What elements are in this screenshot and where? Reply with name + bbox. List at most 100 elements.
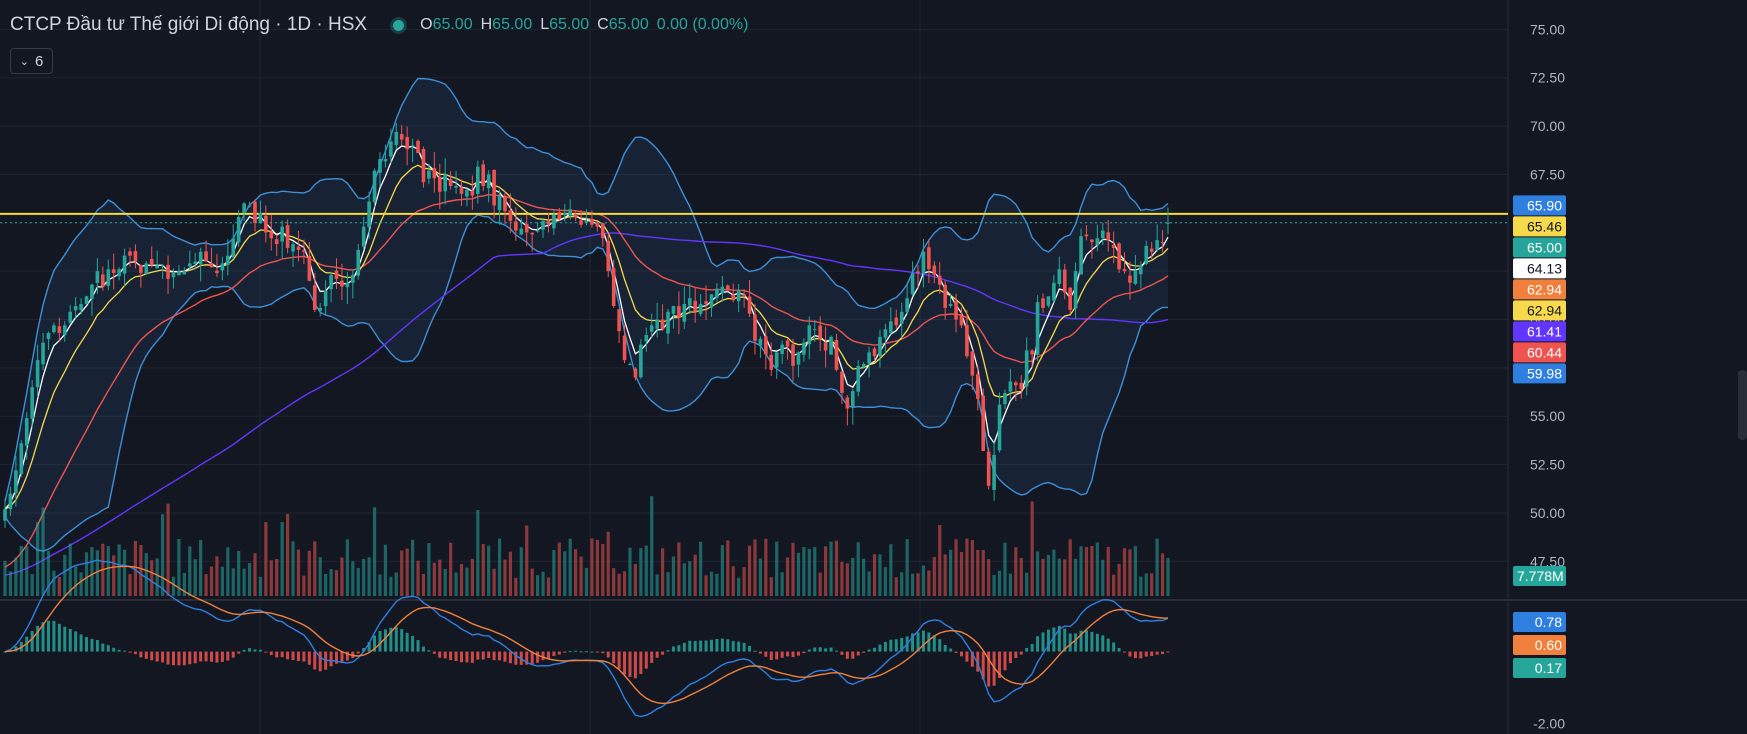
candle — [226, 239, 230, 276]
macd-histogram-bar — [693, 641, 697, 652]
candle — [552, 209, 556, 235]
candle-body — [361, 226, 366, 247]
macd-histogram-bar — [1095, 633, 1099, 652]
macd-label: 0.60 — [1535, 637, 1562, 653]
macd-histogram-bar — [661, 651, 665, 655]
candle — [965, 309, 969, 359]
candle — [486, 170, 491, 203]
volume-bar — [584, 567, 589, 596]
volume-bar — [220, 566, 224, 596]
macd-histogram-bar — [503, 651, 507, 662]
candles — [3, 122, 1170, 528]
candle-body — [514, 221, 518, 231]
candle — [1122, 252, 1127, 274]
candle — [247, 201, 252, 208]
volume-bar — [166, 503, 170, 596]
candle — [356, 244, 361, 280]
candle-body — [296, 246, 301, 250]
volume-bar — [796, 552, 801, 596]
macd-histogram-bar — [199, 651, 203, 662]
volume-bar — [1166, 558, 1170, 596]
candle-body — [193, 261, 198, 264]
candle-body — [736, 290, 741, 302]
macd-histogram-bar — [1030, 644, 1034, 652]
macd-histogram-bar — [117, 649, 121, 652]
macd-histogram-bar — [498, 651, 502, 661]
volume-bar — [644, 545, 648, 596]
candle-body — [655, 319, 659, 329]
macd-histogram-bar — [1019, 651, 1023, 655]
volume-bar — [1084, 547, 1089, 596]
candle-body — [927, 247, 931, 270]
volume-bar — [682, 563, 686, 596]
candle — [182, 267, 187, 275]
volume-bar — [79, 572, 83, 596]
macd-histogram-bar — [345, 651, 349, 661]
volume-bar — [563, 551, 567, 596]
candle-body — [965, 324, 969, 357]
candle-body — [606, 240, 611, 272]
candle — [144, 261, 149, 276]
candle — [791, 338, 795, 382]
candle — [840, 370, 844, 405]
candle-body — [351, 275, 355, 283]
candle-body — [932, 265, 937, 276]
macd-histogram-bar — [144, 651, 148, 659]
macd-histogram-bar — [177, 651, 181, 666]
candle — [1100, 223, 1105, 246]
ohlc-low: L65.00 — [540, 16, 590, 33]
macd-histogram-bar — [965, 651, 969, 662]
volume-bar — [25, 546, 29, 596]
candle — [389, 128, 393, 164]
side-handle[interactable] — [1738, 370, 1747, 440]
macd-histogram-bar — [943, 644, 947, 652]
candle-body — [258, 213, 263, 224]
candle — [573, 210, 578, 222]
candle-body — [883, 329, 888, 338]
price-label-tag — [1513, 258, 1566, 279]
volume-bar — [400, 550, 404, 596]
volume-bar — [601, 544, 605, 596]
macd-histogram-bar — [269, 651, 273, 656]
volume-bar — [296, 549, 301, 596]
price-label: 61.41 — [1527, 323, 1562, 339]
candle — [399, 124, 404, 146]
candle-body — [399, 134, 404, 140]
candle-body — [698, 304, 703, 314]
candle — [856, 360, 861, 397]
volume-bar — [177, 539, 181, 596]
candle — [1144, 240, 1149, 266]
candle — [155, 250, 159, 269]
volume-bar — [764, 538, 768, 596]
volume-bar — [775, 541, 779, 596]
macd-histogram-bar — [90, 638, 94, 652]
candle-body — [715, 288, 719, 298]
candle-body — [889, 321, 893, 333]
candle — [590, 210, 594, 228]
macd-histogram-bar — [927, 632, 931, 652]
indicators-collapse-button[interactable]: ⌄ 6 — [10, 48, 53, 74]
candle — [1117, 242, 1121, 273]
volume-label-tag — [1513, 566, 1566, 586]
candle-body — [372, 170, 377, 203]
price-label: 65.00 — [1527, 239, 1562, 255]
volume-bar — [1128, 549, 1132, 596]
bollinger-upper-line — [4, 77, 1169, 502]
volume-bar — [699, 541, 703, 596]
macd-histogram-bar — [220, 651, 224, 662]
macd-histogram-bar — [959, 651, 963, 657]
candle — [3, 498, 7, 528]
macd-histogram-bar — [460, 651, 464, 663]
volume-bar — [449, 542, 453, 596]
candle-body — [52, 325, 56, 333]
volume-bar — [258, 576, 263, 596]
candle-body — [122, 255, 127, 274]
candle — [921, 238, 926, 288]
volume-bar — [188, 546, 192, 596]
volume-bar — [932, 556, 936, 596]
volume-bars — [3, 496, 1170, 596]
candle — [878, 329, 882, 368]
candle — [894, 309, 899, 330]
candle — [432, 152, 437, 193]
